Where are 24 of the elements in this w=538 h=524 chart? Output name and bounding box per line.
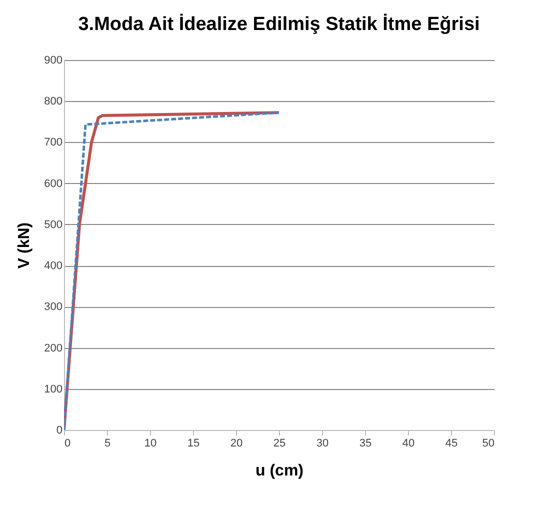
chart-title: 3.Moda Ait İdealize Edilmiş Statik İtme Eğrisi — [78, 13, 480, 35]
y-tick-label: 500 — [44, 218, 62, 231]
y-tick-label: 900 — [44, 54, 62, 66]
y-axis-title: V (kN) — [16, 222, 34, 269]
y-tick-label: 300 — [44, 301, 62, 314]
x-tick-label: 25 — [273, 438, 286, 450]
y-tick-label: 700 — [44, 136, 62, 149]
x-tick-label: 30 — [316, 438, 329, 450]
y-tick-label: 400 — [44, 260, 62, 272]
x-tick-label: 20 — [230, 438, 243, 450]
y-tick-label: 0 — [56, 424, 62, 436]
y-tick-label: 600 — [44, 178, 62, 190]
x-tick-label: 0 — [64, 438, 71, 450]
y-tick-label: 100 — [44, 383, 62, 396]
x-tick-label: 5 — [104, 438, 111, 450]
x-tick-label: 45 — [445, 438, 458, 450]
x-tick-label: 10 — [144, 438, 157, 450]
x-axis-title: u (cm) — [256, 462, 304, 480]
x-tick-label: 35 — [359, 438, 372, 450]
y-tick-label: 800 — [44, 96, 62, 108]
x-tick-label: 15 — [187, 438, 200, 450]
x-tick-label: 40 — [402, 438, 415, 450]
x-tick-label: 50 — [482, 438, 494, 450]
y-tick-label: 200 — [44, 342, 62, 354]
